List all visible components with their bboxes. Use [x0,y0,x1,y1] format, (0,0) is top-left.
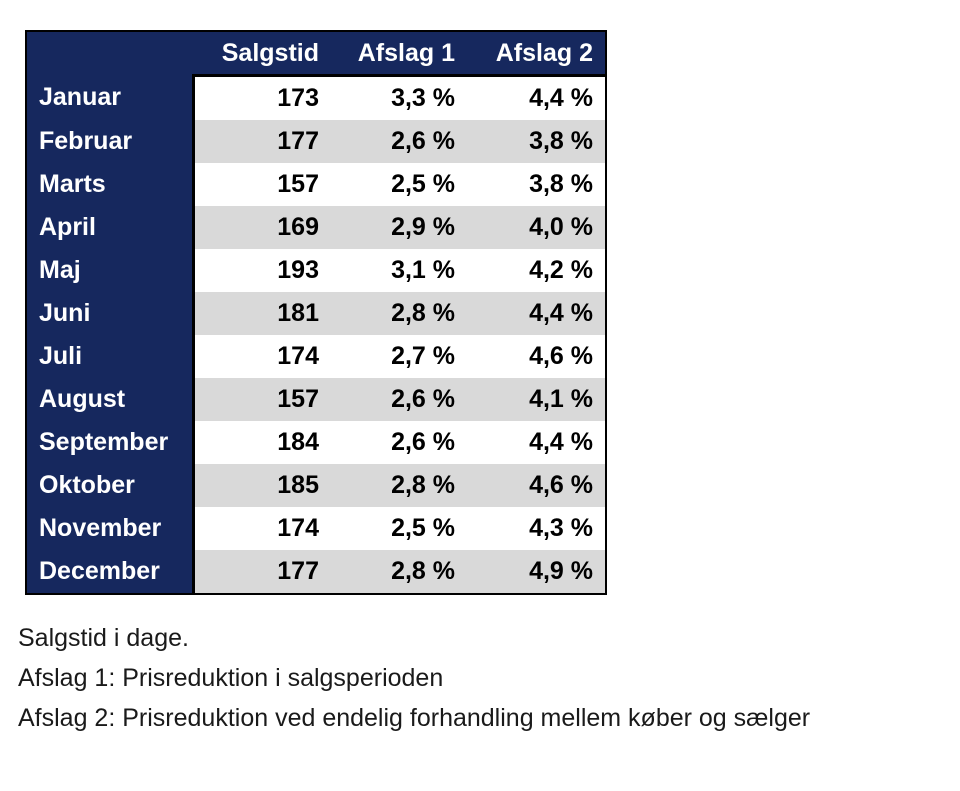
table-row: Marts 157 2,5 % 3,8 % [26,163,606,206]
table-cell: 4,4 % [467,421,606,464]
table-cell: 2,5 % [331,507,467,550]
table-cell: 4,2 % [467,249,606,292]
col-header-afslag-1: Afslag 1 [331,31,467,76]
row-header-month: Juli [26,335,193,378]
table-row: Maj 193 3,1 % 4,2 % [26,249,606,292]
table-cell: 4,9 % [467,550,606,594]
table-row: September 184 2,6 % 4,4 % [26,421,606,464]
table-row: April 169 2,9 % 4,0 % [26,206,606,249]
table-row: Februar 177 2,6 % 3,8 % [26,120,606,163]
table-cell: 2,7 % [331,335,467,378]
table-cell: 2,9 % [331,206,467,249]
col-header-afslag-2: Afslag 2 [467,31,606,76]
table-cell: 4,4 % [467,292,606,335]
footnote-afslag-1: Afslag 1: Prisreduktion i salgsperioden [18,664,444,692]
row-header-month: Januar [26,75,193,120]
row-header-month: December [26,550,193,594]
table-row: November 174 2,5 % 4,3 % [26,507,606,550]
table-cell: 174 [191,507,331,550]
table-cell: 157 [191,378,331,421]
row-header-month: Juni [26,292,193,335]
table-cell: 169 [191,206,331,249]
row-header-month: April [26,206,193,249]
table-cell: 2,8 % [331,292,467,335]
col-header-salgstid: Salgstid [193,31,331,76]
row-header-month: Oktober [26,464,193,507]
table-row: Juni 181 2,8 % 4,4 % [26,292,606,335]
table-cell: 185 [191,464,331,507]
row-header-month: Marts [26,163,193,206]
table-cell: 4,1 % [467,378,606,421]
footnotes: Salgstid i dage. Afslag 1: Prisreduktion… [18,618,810,738]
row-header-month: Februar [26,120,193,163]
table-cell: 3,1 % [331,249,467,292]
table-cell: 173 [191,74,331,120]
table-cell: 177 [191,550,331,594]
table-cell: 174 [191,335,331,378]
table-row: Januar 173 3,3 % 4,4 % [26,74,606,120]
table-cell: 2,6 % [331,120,467,163]
table-cell: 3,3 % [331,74,467,120]
table-cell: 4,6 % [467,335,606,378]
table-cell: 184 [191,421,331,464]
footnote-afslag-2: Afslag 2: Prisreduktion ved endelig forh… [18,704,811,732]
table-cell: 2,8 % [331,464,467,507]
table-cell: 4,6 % [467,464,606,507]
header-row: Salgstid Afslag 1 Afslag 2 [26,31,606,76]
table-cell: 2,6 % [331,378,467,421]
table-row: Oktober 185 2,8 % 4,6 % [26,464,606,507]
table-row: December 177 2,8 % 4,9 % [26,550,606,594]
table-cell: 177 [191,120,331,163]
table-cell: 3,8 % [467,163,606,206]
row-header-month: Maj [26,249,193,292]
row-header-month: November [26,507,193,550]
table-cell: 4,3 % [467,507,606,550]
table-cell: 4,4 % [467,74,606,120]
table-row: Juli 174 2,7 % 4,6 % [26,335,606,378]
table-row: August 157 2,6 % 4,1 % [26,378,606,421]
table-cell: 2,8 % [331,550,467,594]
table-cell: 4,0 % [467,206,606,249]
table-cell: 193 [191,249,331,292]
table-cell: 2,6 % [331,421,467,464]
sales-statistics-table: Salgstid Afslag 1 Afslag 2 Januar 173 3,3 … [25,30,607,595]
row-header-month: September [26,421,193,464]
table-cell: 157 [191,163,331,206]
table-cell: 181 [191,292,331,335]
table-cell: 2,5 % [331,163,467,206]
table-cell: 3,8 % [467,120,606,163]
corner-cell [26,31,193,76]
row-header-month: August [26,378,193,421]
footnote-salgstid: Salgstid i dage. [18,624,189,652]
